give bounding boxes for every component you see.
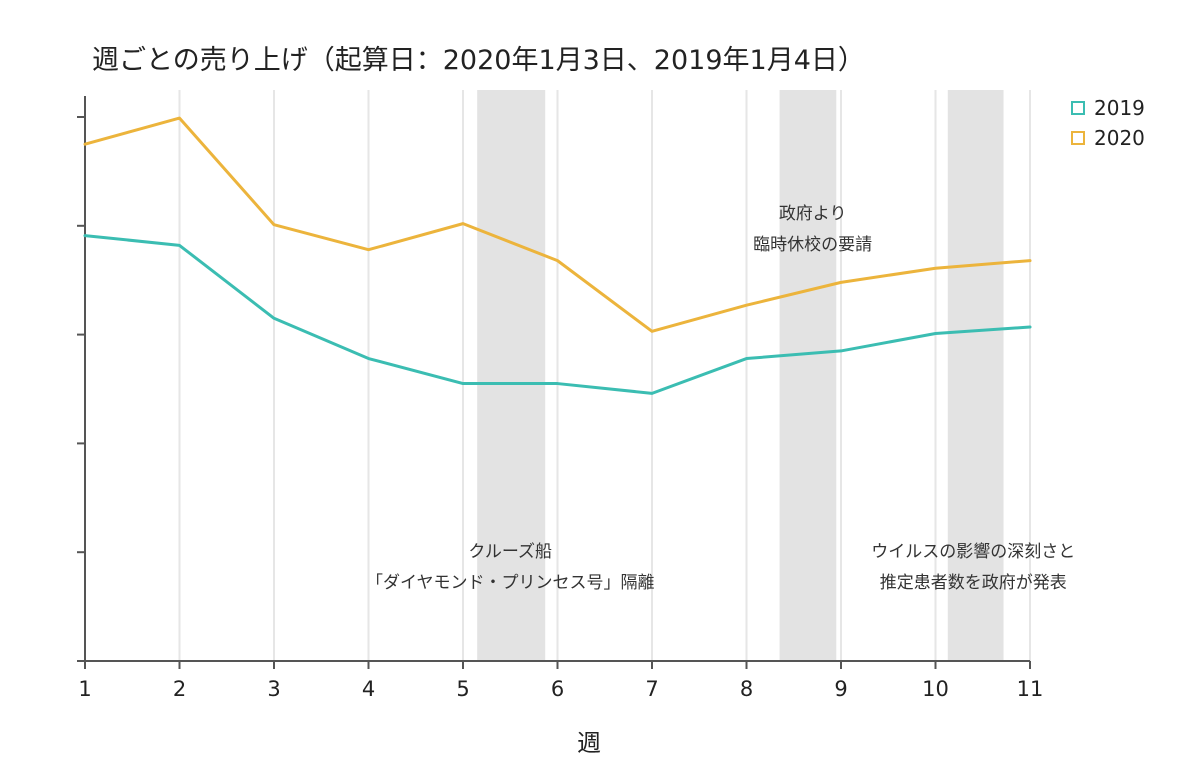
legend-swatch-2019 [1071, 101, 1085, 115]
shaded-region-3 [947, 90, 1004, 661]
x-tick-label-11: 11 [1017, 677, 1044, 701]
axes [77, 96, 1031, 669]
legend-label-2020: 2020 [1094, 126, 1145, 150]
annotation-1-line-2: 「ダイヤモンド・プリンセス号」隔離 [366, 573, 655, 593]
x-tick-label-9: 9 [834, 677, 847, 701]
annotation-2-line-1: 政府より [779, 204, 847, 224]
series-line-2020 [83, 116, 1032, 333]
x-tick-label-3: 3 [267, 677, 280, 701]
legend-label-2019: 2019 [1094, 96, 1145, 120]
annotation-1: クルーズ船「ダイヤモンド・プリンセス号」隔離 [366, 542, 655, 593]
legend-item-2020: 2020 [1071, 123, 1145, 153]
legend: 2019 2020 [1071, 93, 1145, 153]
annotation-3-line-2: 推定患者数を政府が発表 [880, 573, 1067, 593]
x-tick-labels: 1 2 3 4 5 6 7 8 9 10 11 [78, 677, 1043, 701]
annotations: クルーズ船「ダイヤモンド・プリンセス号」隔離 政府より臨時休校の要請ウイルスの影響… [366, 204, 1075, 593]
annotation-1-line-1: クルーズ船 [468, 542, 552, 562]
x-tick-label-10: 10 [922, 677, 949, 701]
vertical-gridlines [178, 90, 1031, 661]
annotation-3: ウイルスの影響の深刻さと推定患者数を政府が発表 [871, 542, 1075, 593]
legend-item-2019: 2019 [1071, 93, 1145, 123]
chart-title: 週ごとの売り上げ（起算日：2020年1月3日、2019年1月4日） [92, 45, 865, 76]
annotation-2-line-2: 臨時休校の要請 [753, 235, 872, 255]
x-tick-label-5: 5 [456, 677, 469, 701]
shaded-region-2 [779, 90, 837, 661]
x-tick-label-6: 6 [551, 677, 564, 701]
legend-swatch-2020 [1071, 131, 1085, 145]
x-tick-label-1: 1 [78, 677, 91, 701]
x-tick-label-4: 4 [362, 677, 375, 701]
x-tick-label-2: 2 [173, 677, 186, 701]
x-tick-label-8: 8 [740, 677, 753, 701]
x-axis-label: 週 [577, 729, 601, 757]
annotation-2: 政府より臨時休校の要請 [753, 204, 872, 255]
annotation-3-line-1: ウイルスの影響の深刻さと [871, 542, 1075, 562]
x-tick-label-7: 7 [645, 677, 658, 701]
series-lines [83, 116, 1032, 395]
shaded-regions [477, 90, 1004, 661]
shaded-region-1 [477, 90, 546, 661]
series-line-2019 [83, 234, 1032, 395]
